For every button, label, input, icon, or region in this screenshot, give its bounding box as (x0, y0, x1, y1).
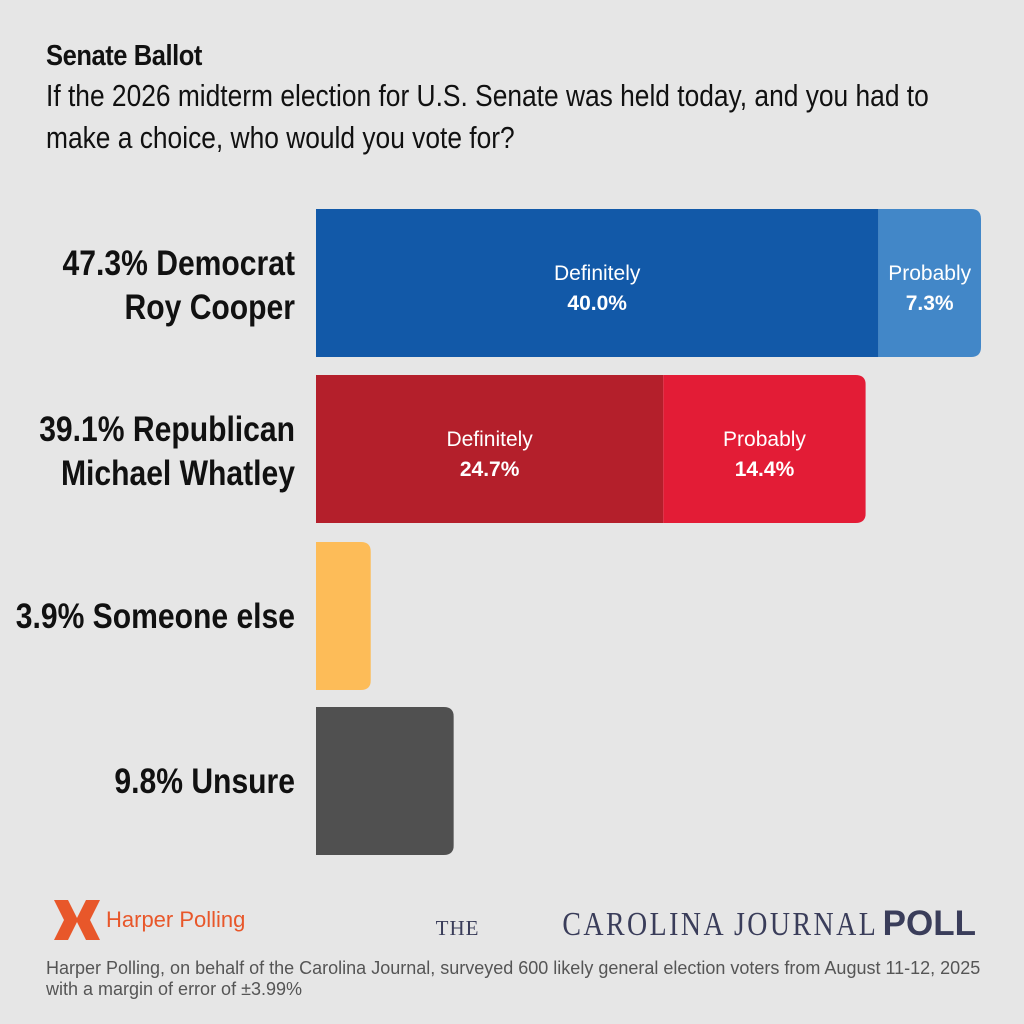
row-label-line1: 9.8% Unsure (114, 761, 295, 801)
bar-segment (878, 209, 981, 357)
row-label-line1: 3.9% Someone else (16, 596, 295, 636)
bar-segment (663, 375, 866, 523)
segment-value-label: 14.4% (735, 458, 795, 481)
bar-segment (316, 707, 454, 855)
segment-value-label: 7.3% (906, 292, 954, 315)
segment-value-label: 24.7% (460, 458, 520, 481)
bar-group-2 (316, 542, 371, 690)
bar-segment (316, 209, 879, 357)
row-label-line1: 47.3% Democrat (63, 243, 296, 283)
carolina-journal-poll-logo: THE CAROLINA JOURNAL POLL (436, 904, 976, 944)
segment-category-label: Probably (723, 428, 806, 451)
segment-value-label: 40.0% (567, 292, 627, 315)
bar-chart: Definitely 40.0% Probably 7.3% 47.3% Democra… (16, 209, 981, 855)
harper-polling-logo: Harper Polling (52, 898, 245, 942)
segment-category-label: Probably (888, 262, 971, 285)
chart-header: Senate Ballot If the 2026 midterm electi… (46, 40, 996, 159)
row-label-line1: 39.1% Republican (39, 409, 295, 449)
harper-polling-name: Harper Polling (106, 907, 246, 932)
publisher-poll: POLL (882, 904, 976, 943)
bar-group-1 (316, 375, 866, 523)
publisher-the: THE (435, 916, 480, 940)
survey-footnote: Harper Polling, on behalf of the Carolin… (46, 958, 981, 999)
bar-segment (316, 375, 664, 523)
harper-polling-mark-icon (54, 900, 100, 940)
row-label-line2: Michael Whatley (61, 453, 295, 493)
row-label-line2: Roy Cooper (125, 287, 296, 327)
bar-group-0 (316, 209, 981, 357)
segment-category-label: Definitely (554, 262, 641, 285)
chart-subtitle: If the 2026 midterm election for U.S. Se… (46, 78, 929, 155)
bar-group-3 (316, 707, 454, 855)
bar-segment (316, 542, 371, 690)
chart-title: Senate Ballot (46, 40, 202, 72)
publisher-name: CAROLINA JOURNAL (562, 906, 879, 943)
segment-category-label: Definitely (446, 428, 533, 451)
